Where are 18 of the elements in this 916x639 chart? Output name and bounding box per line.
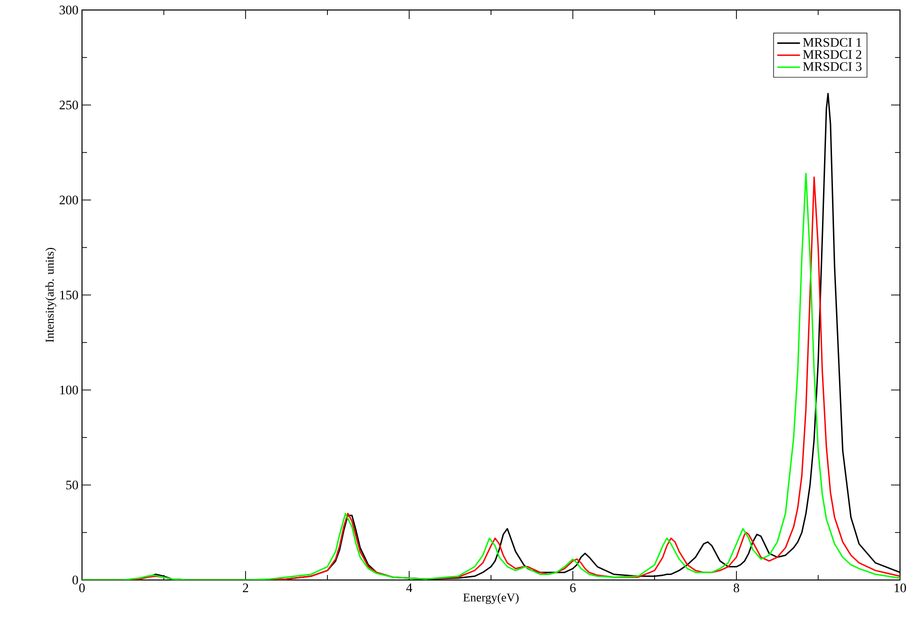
x-tick-label: 6 (570, 584, 576, 592)
x-tick-label: 8 (734, 584, 740, 592)
y-axis-title: Intensity(arb. units) (45, 248, 56, 342)
y-tick-label: 50 (66, 480, 78, 490)
x-tick-label: 0 (79, 584, 85, 592)
y-tick-label: 200 (60, 196, 78, 204)
legend-label: MRSDCI 2 (803, 50, 862, 59)
legend-label: MRSDCI 3 (803, 62, 862, 71)
x-tick-label: 2 (242, 584, 248, 592)
legend-label: MRSDCI 1 (803, 38, 862, 47)
y-tick-label: 300 (60, 6, 78, 14)
x-tick-label: 4 (406, 584, 412, 592)
y-tick-label: 0 (72, 576, 78, 584)
x-axis-title: Energy(eV) (463, 593, 519, 604)
x-tick-label: 10 (894, 584, 906, 592)
y-tick-label: 250 (60, 100, 78, 110)
y-tick-label: 150 (60, 290, 78, 300)
y-tick-label: 100 (60, 386, 78, 394)
